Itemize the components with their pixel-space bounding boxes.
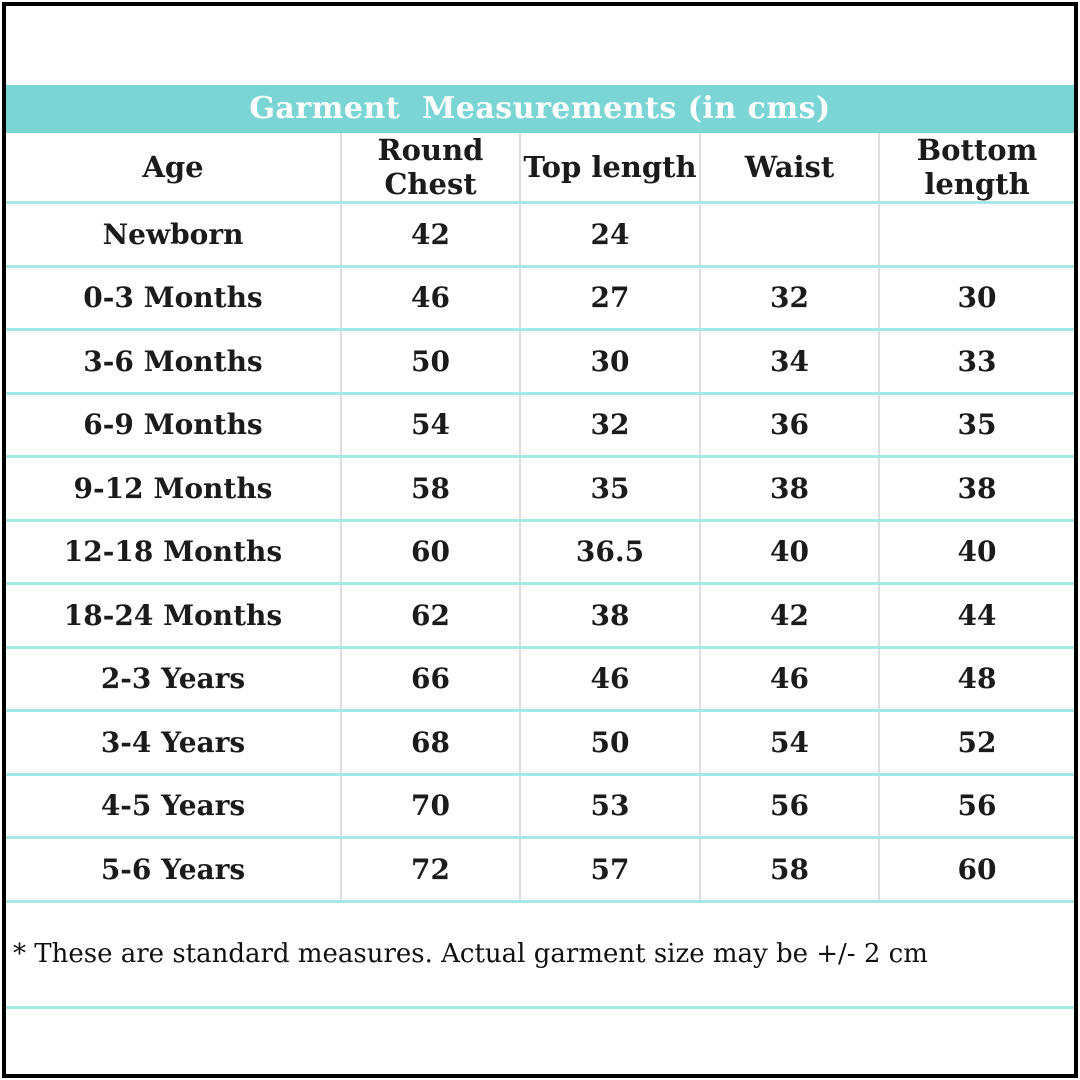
table-row: 9-12 Months 58 35 38 38 <box>6 456 1074 522</box>
table-cell-bottom-length: 60 <box>878 837 1074 903</box>
table-header-row: Age Round Chest Top length Waist Bottom … <box>6 133 1074 204</box>
table-row: 3-4 Years 68 50 54 52 <box>6 710 1074 776</box>
table-cell-round-chest: 46 <box>340 266 520 331</box>
table-cell-round-chest: 62 <box>340 583 520 649</box>
column-header-age: Age <box>6 133 341 204</box>
footnote-area: * These are standard measures. Actual ga… <box>6 903 1074 1009</box>
table-cell-waist: 40 <box>699 520 879 585</box>
table-cell-top-length: 46 <box>519 647 700 712</box>
table-cell-age: 2-3 Years <box>6 647 341 712</box>
top-spacer <box>6 6 1074 85</box>
table-cell-top-length: 53 <box>519 774 700 839</box>
table-cell-waist: 42 <box>699 583 879 649</box>
table-cell-age: 3-4 Years <box>6 710 341 776</box>
table-cell-age: 3-6 Months <box>6 329 341 395</box>
table-cell-round-chest: 60 <box>340 520 520 585</box>
table-row: 5-6 Years 72 57 58 60 <box>6 837 1074 903</box>
table-cell-bottom-length: 52 <box>878 710 1074 776</box>
table-body: Newborn 42 24 0-3 Months 46 27 32 30 3-6 Months 5… <box>6 202 1074 903</box>
table-cell-age: 5-6 Years <box>6 837 341 903</box>
table-row: 4-5 Years 70 53 56 56 <box>6 774 1074 839</box>
chart-title-bar: Garment Measurements (in cms) <box>6 85 1074 133</box>
table-cell-round-chest: 68 <box>340 710 520 776</box>
table-cell-bottom-length: 40 <box>878 520 1074 585</box>
table-cell-round-chest: 72 <box>340 837 520 903</box>
table-cell-bottom-length: 30 <box>878 266 1074 331</box>
table-cell-round-chest: 42 <box>340 202 520 268</box>
table-cell-waist: 34 <box>699 329 879 395</box>
table-cell-top-length: 27 <box>519 266 700 331</box>
table-cell-round-chest: 58 <box>340 456 520 522</box>
table-cell-bottom-length: 33 <box>878 329 1074 395</box>
measurements-table: Age Round Chest Top length Waist Bottom … <box>6 133 1074 903</box>
table-cell-top-length: 38 <box>519 583 700 649</box>
table-cell-top-length: 57 <box>519 837 700 903</box>
table-cell-round-chest: 66 <box>340 647 520 712</box>
table-cell-top-length: 36.5 <box>519 520 700 585</box>
table-cell-top-length: 35 <box>519 456 700 522</box>
table-row: 3-6 Months 50 30 34 33 <box>6 329 1074 395</box>
table-row: 6-9 Months 54 32 36 35 <box>6 393 1074 458</box>
footnote-text: * These are standard measures. Actual ga… <box>13 939 928 969</box>
column-header-round-chest: Round Chest <box>340 133 520 204</box>
table-cell-top-length: 30 <box>519 329 700 395</box>
column-header-top-length: Top length <box>519 133 700 204</box>
table-cell-top-length: 32 <box>519 393 700 458</box>
table-cell-bottom-length: 38 <box>878 456 1074 522</box>
table-cell-waist: 32 <box>699 266 879 331</box>
table-cell-age: 18-24 Months <box>6 583 341 649</box>
column-header-bottom-length: Bottom length <box>878 133 1074 204</box>
table-cell-round-chest: 50 <box>340 329 520 395</box>
table-row: 12-18 Months 60 36.5 40 40 <box>6 520 1074 585</box>
table-row: 18-24 Months 62 38 42 44 <box>6 583 1074 649</box>
table-cell-top-length: 24 <box>519 202 700 268</box>
table-row: Newborn 42 24 <box>6 202 1074 268</box>
table-row: 2-3 Years 66 46 46 48 <box>6 647 1074 712</box>
table-cell-bottom-length <box>878 202 1074 268</box>
table-cell-top-length: 50 <box>519 710 700 776</box>
table-cell-waist: 46 <box>699 647 879 712</box>
table-cell-age: 12-18 Months <box>6 520 341 585</box>
table-cell-bottom-length: 56 <box>878 774 1074 839</box>
table-cell-age: 9-12 Months <box>6 456 341 522</box>
table-row: 0-3 Months 46 27 32 30 <box>6 266 1074 331</box>
table-cell-waist: 54 <box>699 710 879 776</box>
table-cell-age: 0-3 Months <box>6 266 341 331</box>
table-cell-bottom-length: 48 <box>878 647 1074 712</box>
table-cell-waist: 36 <box>699 393 879 458</box>
table-cell-age: 4-5 Years <box>6 774 341 839</box>
table-cell-age: Newborn <box>6 202 341 268</box>
column-header-waist: Waist <box>699 133 879 204</box>
table-cell-bottom-length: 44 <box>878 583 1074 649</box>
table-cell-round-chest: 54 <box>340 393 520 458</box>
table-cell-waist: 56 <box>699 774 879 839</box>
table-cell-waist: 38 <box>699 456 879 522</box>
table-cell-round-chest: 70 <box>340 774 520 839</box>
table-cell-age: 6-9 Months <box>6 393 341 458</box>
table-cell-waist: 58 <box>699 837 879 903</box>
table-cell-bottom-length: 35 <box>878 393 1074 458</box>
table-cell-waist <box>699 202 879 268</box>
